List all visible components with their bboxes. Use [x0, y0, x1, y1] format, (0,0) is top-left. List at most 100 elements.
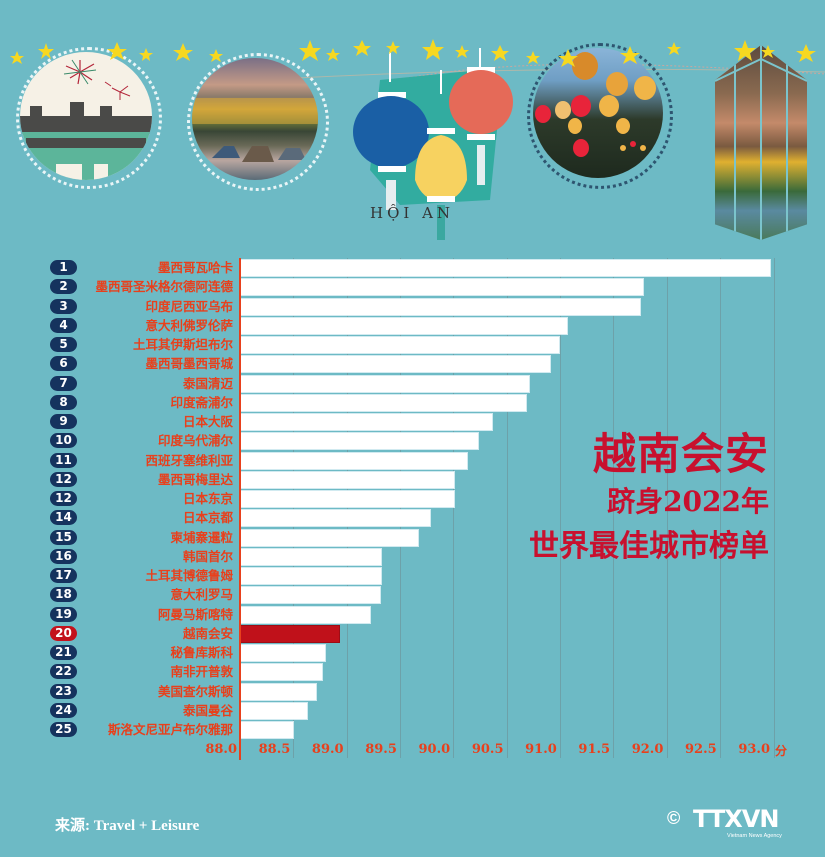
table-row: 19 阿曼马斯喀特	[0, 605, 825, 624]
x-tick-label: 91.0	[525, 742, 557, 757]
gridline-92.0	[667, 258, 668, 758]
rank-badge: 22	[50, 664, 77, 680]
rank-badge: 12	[50, 491, 77, 506]
bar	[241, 702, 308, 719]
rank-badge: 14	[50, 510, 77, 526]
bar	[241, 683, 316, 700]
rank-badge: 4	[50, 317, 77, 333]
city-label: 日本大阪	[182, 414, 233, 429]
table-row: 12 墨西哥梅里达	[0, 470, 825, 489]
ring-2	[187, 53, 329, 191]
bar	[241, 260, 770, 276]
gridline-91.0	[560, 258, 561, 758]
rank-badge: 16	[50, 548, 77, 564]
x-tick-label: 90.0	[418, 742, 451, 757]
table-row: 7 泰国清迈	[0, 374, 825, 393]
y-axis-line	[239, 258, 241, 760]
city-label: 印度尼西亚乌布	[145, 298, 233, 314]
x-tick-label: 89.5	[365, 742, 397, 757]
table-row: 9 日本大阪	[0, 412, 825, 431]
rank-badge: 9	[50, 414, 77, 429]
city-label: 阿曼马斯喀特	[157, 606, 233, 622]
bar	[241, 664, 323, 681]
rank-badge: 5	[50, 337, 77, 352]
city-label: 南非开普敦	[170, 664, 233, 680]
table-row: 4 意大利佛罗伦萨	[0, 316, 825, 335]
bar	[241, 722, 294, 738]
bar	[241, 394, 526, 411]
rank-badge: 12	[50, 471, 77, 487]
x-tick-label: 88.5	[258, 742, 291, 757]
table-row: 1 墨西哥瓦哈卡	[0, 258, 825, 277]
bar	[241, 645, 326, 661]
bar	[241, 414, 492, 430]
city-label: 土耳其伊斯坦布尔	[132, 337, 233, 352]
city-label: 日本东京	[182, 491, 233, 506]
bar	[241, 298, 640, 315]
rank-badge: 19	[50, 606, 77, 622]
rank-badge: 6	[50, 356, 77, 372]
rank-badge: 23	[50, 683, 77, 699]
gridline-92.5	[720, 258, 721, 758]
rank-badge: 2	[50, 279, 77, 295]
table-row: 8 印度斋浦尔	[0, 393, 825, 412]
rank-badge: 24	[50, 702, 77, 718]
x-tick-label: 88.0	[205, 742, 237, 757]
rank-badge: 21	[50, 645, 77, 660]
city-label: 意大利佛罗伦萨	[145, 317, 233, 333]
hoi-an-logo-text: HỘI AN	[370, 204, 454, 222]
rank-badge: 15	[50, 529, 77, 545]
city-label: 意大利罗马	[170, 587, 233, 603]
city-label: 墨西哥圣米格尔德阿连德	[95, 279, 233, 295]
gridline-88.5	[293, 258, 294, 758]
city-label: 土耳其博德鲁姆	[145, 568, 233, 583]
source-text: 来源: Travel + Leisure	[55, 818, 200, 834]
bar	[241, 356, 551, 373]
rank-badge: 8	[50, 394, 77, 410]
x-tick-label: 92.5	[685, 742, 717, 757]
city-label: 墨西哥墨西哥城	[145, 356, 233, 372]
riverside-old-town-image	[192, 58, 318, 180]
x-tick-label: 90.5	[471, 742, 504, 757]
city-label: 越南会安	[182, 625, 233, 641]
ring-1	[16, 47, 162, 189]
title-line-3: 世界最佳城市榜单	[529, 529, 769, 564]
city-label: 秘鲁库斯科	[170, 645, 233, 660]
city-label: 墨西哥瓦哈卡	[157, 260, 233, 275]
x-tick-label: 92.0	[631, 742, 664, 757]
x-tick-label: 93.0	[738, 742, 770, 757]
lanterns-illustration: HỘI AN	[340, 40, 525, 245]
bar	[241, 510, 430, 527]
table-row: 18 意大利罗马	[0, 585, 825, 604]
bar	[241, 471, 455, 488]
gridline-91.5	[613, 258, 614, 758]
table-row: 12 日本东京	[0, 489, 825, 508]
rank-badge: 10	[50, 433, 77, 449]
rank-badge: 20	[50, 625, 77, 641]
bar	[241, 606, 370, 623]
bar	[241, 587, 380, 604]
x-tick-label: 91.5	[578, 742, 611, 757]
table-row: 22 南非开普敦	[0, 662, 825, 681]
table-row: 23 美国查尔斯顿	[0, 682, 825, 701]
city-label: 墨西哥梅里达	[157, 471, 233, 487]
table-row: 6 墨西哥墨西哥城	[0, 354, 825, 373]
ring-3	[527, 43, 673, 189]
rank-badge: 17	[50, 568, 77, 583]
logo-subtitle: Vietnam News Agency	[727, 833, 782, 839]
city-label: 印度斋浦尔	[170, 394, 233, 410]
table-row: 17 土耳其博德鲁姆	[0, 566, 825, 585]
bar	[241, 529, 418, 546]
japanese-bridge-image	[20, 52, 152, 180]
city-label: 泰国清迈	[182, 375, 233, 391]
table-row: 3 印度尼西亚乌布	[0, 297, 825, 316]
table-row: 24 泰国曼谷	[0, 701, 825, 720]
title-line-1: 越南会安	[593, 430, 769, 480]
gridline-89.5	[400, 258, 401, 758]
bar	[241, 452, 467, 469]
title-line-2: 跻身2022年	[607, 485, 769, 518]
rank-badge: 3	[50, 298, 77, 314]
table-row: 2 墨西哥圣米格尔德阿连德	[0, 277, 825, 296]
table-row: 16 韩国首尔	[0, 547, 825, 566]
city-label: 泰国曼谷	[182, 702, 233, 718]
